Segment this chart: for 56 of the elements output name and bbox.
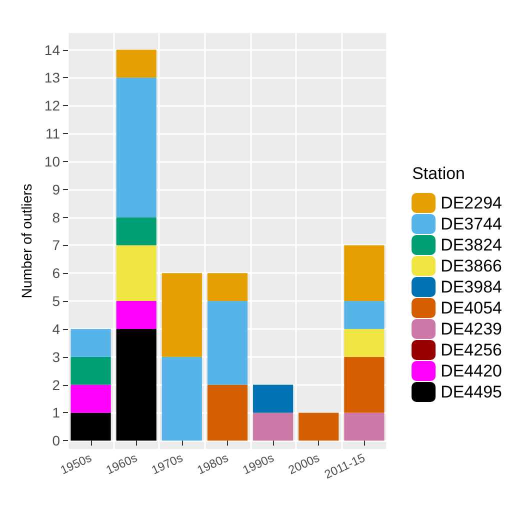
bar (116, 78, 156, 218)
y-tick-label: 3 (52, 348, 60, 365)
y-axis-title: Number of outliers (18, 184, 35, 298)
y-tick-label: 8 (52, 209, 60, 226)
x-tick-label: 1990s (240, 450, 276, 478)
legend-label: DE3744 (440, 214, 502, 234)
y-tick-label: 6 (52, 265, 60, 282)
legend-label: DE3866 (440, 256, 502, 276)
y-tick-label: 0 (52, 432, 60, 449)
y-tick-label: 13 (44, 70, 60, 86)
x-tick-label: 1970s (149, 450, 185, 478)
bar (344, 356, 384, 413)
bar (207, 384, 248, 441)
legend-label: DE4239 (440, 320, 502, 338)
y-tick-label: 1 (52, 404, 60, 421)
x-tick-label: 1950s (58, 450, 94, 478)
legend-label: DE3824 (440, 236, 502, 254)
legend-label: DE4054 (440, 298, 502, 318)
y-tick-label: 7 (52, 237, 60, 254)
y-tick-label: 5 (52, 293, 60, 310)
y-tick-label: 12 (44, 98, 60, 114)
bar (344, 328, 384, 357)
bar (70, 384, 111, 413)
bar (344, 301, 384, 329)
legend-label: DE4495 (440, 382, 502, 402)
bar (70, 412, 111, 441)
x-tick-label: 2000s (286, 450, 322, 478)
bar (70, 356, 111, 385)
bar (70, 328, 111, 357)
bar (253, 384, 294, 413)
legend-label: DE4420 (440, 362, 502, 380)
bar (344, 245, 384, 302)
bar (162, 273, 202, 357)
bar (116, 245, 156, 302)
x-tick-label: 1960s (104, 450, 140, 478)
y-tick-label: 2 (52, 376, 60, 393)
legend-title: Station (412, 164, 466, 183)
bar (116, 50, 156, 78)
y-tick-label: 14 (44, 42, 60, 58)
bar (253, 412, 294, 441)
bar (207, 273, 248, 302)
legend-label: DE2294 (440, 194, 502, 212)
legend-label: DE4256 (440, 340, 502, 360)
bar (344, 412, 384, 441)
legend-label: DE3984 (440, 278, 502, 296)
bar (116, 217, 156, 246)
bar (298, 412, 339, 441)
bar (116, 328, 156, 441)
y-tick-label: 11 (45, 126, 60, 142)
x-tick-label: 1980s (194, 450, 230, 478)
y-tick-label: 10 (44, 153, 60, 170)
bar (207, 301, 248, 385)
bar (116, 301, 156, 329)
bar (162, 356, 202, 441)
y-tick-label: 9 (52, 181, 60, 198)
y-tick-label: 4 (52, 320, 60, 337)
